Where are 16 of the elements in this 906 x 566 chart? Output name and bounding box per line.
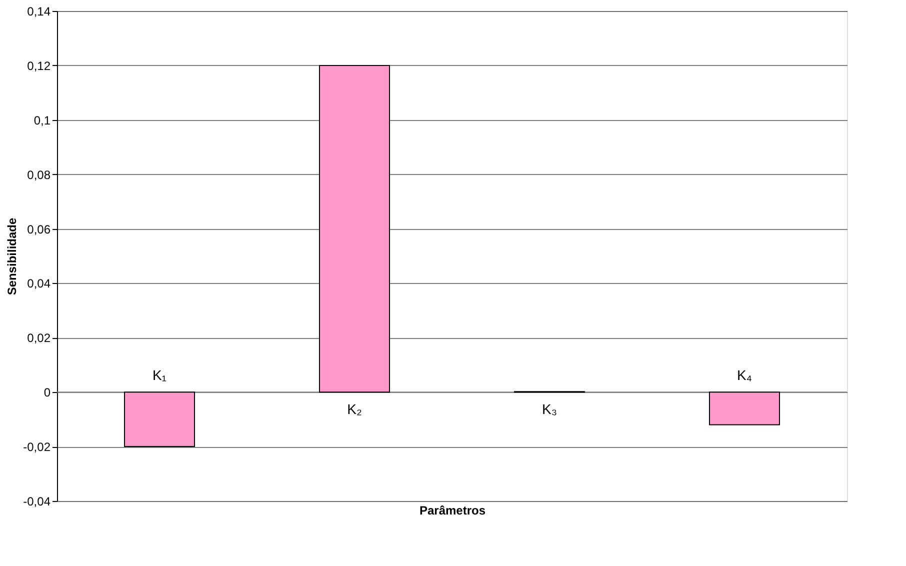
x-tick-label: K₃ xyxy=(542,401,558,418)
x-tick-label: K₂ xyxy=(347,401,362,418)
x-axis-title: Parâmetros xyxy=(419,504,486,518)
x-tick-label: K₄ xyxy=(736,367,752,384)
y-tick-label: 0,02 xyxy=(27,331,51,346)
y-tick-label: 0 xyxy=(44,386,51,400)
y-tick-label: 0,04 xyxy=(27,276,51,291)
y-tick-label: 0,08 xyxy=(27,168,51,182)
y-tick-label: 0,1 xyxy=(34,113,51,128)
x-tick-label: K₁ xyxy=(152,367,167,384)
y-tick-label: -0,02 xyxy=(23,440,51,454)
y-tick-label: 0,14 xyxy=(27,4,51,18)
y-axis-title: Sensibilidade xyxy=(5,218,20,296)
y-tick-label: -0,04 xyxy=(23,494,51,508)
y-tick-label: 0,12 xyxy=(27,58,51,73)
y-tick-label: 0,06 xyxy=(27,222,51,236)
